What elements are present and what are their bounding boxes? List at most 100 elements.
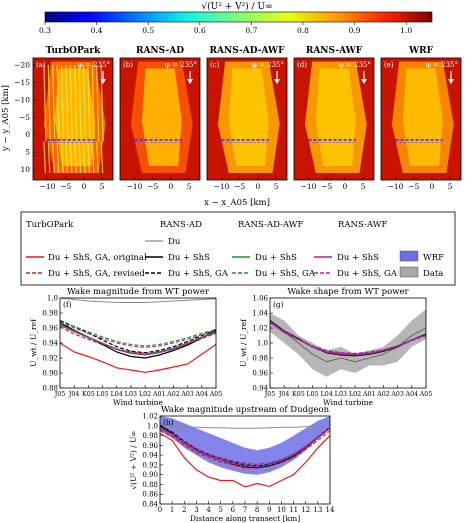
ytick-label: 1.06 [252, 295, 268, 303]
legend-label-ad-shs-ga: Du + ShS, GA [168, 269, 229, 279]
ytick-label: 0.96 [142, 442, 158, 450]
ytick-label: 0.92 [142, 461, 158, 469]
xtick-label: L05 [96, 391, 108, 398]
xtick-label: J05 [54, 391, 66, 398]
legend-header-rans-ad-awf: RANS-AD-AWF [238, 220, 303, 230]
map-ytick-label: −5 [19, 113, 30, 122]
map-xtick-label: −5 [234, 182, 245, 191]
xtick-label: L03 [335, 391, 347, 398]
xtick-label: 7 [243, 506, 247, 514]
turbine-wake-stripe [91, 64, 95, 142]
ytick-label: 0.94 [142, 452, 158, 460]
wake-core [402, 68, 443, 167]
wind-direction-label: φ = 235° [78, 61, 110, 69]
map-panel-2: RANS-AD(b) φ = 235° −10 −5 0 5 [119, 46, 201, 191]
wind-arrow-head [274, 79, 280, 84]
ytick-label: 0.92 [42, 355, 58, 363]
ytick-label: 1.04 [252, 310, 268, 318]
map-panel-title: RANS-AD-AWF [210, 46, 286, 56]
xtick-label: K05 [82, 391, 95, 398]
ytick-label: 1.02 [252, 325, 268, 333]
xtick-label: 2 [182, 506, 186, 514]
legend-label-awf-shs: Du + ShS [337, 253, 379, 263]
map-xtick-label: −10 [388, 182, 404, 191]
series-line-du [159, 425, 331, 429]
wake-maps: y − y_A05 [km] x − x_A05 [km] TurbOPark(… [1, 46, 462, 208]
x-axis-label: Wind turbine [113, 398, 163, 407]
xtick-label: A02 [376, 391, 390, 398]
legend-label-adawf-shs: Du + ShS [255, 253, 297, 263]
legend-swatch-data [399, 266, 419, 278]
legend-frame [20, 211, 456, 286]
colorbar-tick-label: 0.4 [91, 26, 103, 35]
maps-ylabel: y − y_A05 [km] [1, 85, 11, 152]
xtick-label: 0 [158, 506, 162, 514]
series-line-orig [159, 432, 331, 488]
map-panel-title: RANS-AD [136, 46, 184, 56]
series-line-awf-shs-ga [269, 322, 427, 355]
chart-title: Wake magnitude from WT power [67, 287, 210, 297]
wind-direction-label: φ = 235° [252, 61, 284, 69]
xtick-label: 3 [194, 506, 198, 514]
turbine-wake-stripe [87, 141, 91, 174]
map-ytick-label: 5 [25, 148, 30, 157]
turbine-wake-stripe [91, 141, 95, 174]
map-panel-1: TurbOPark(a) φ = 235° −10 −5 0 5 −20 −15 −10 −5 0 5… [14, 46, 114, 191]
wind-direction-label: φ = 235° [339, 61, 371, 69]
map-xtick-label: −10 [301, 182, 317, 191]
map-panel-title: TurbOPark [46, 46, 101, 56]
turbine-wake-stripe [74, 141, 77, 174]
series-line-awf-shs [59, 324, 217, 356]
xtick-label: 5 [218, 506, 222, 514]
legend-header-rans-awf: RANS-AWF [338, 220, 388, 230]
turbine-wake-stripe [65, 64, 69, 142]
colorbar: √(U² + V²) / U∞ 0.3 0.4 0.5 0.6 0.7 0.8 0.9 1.0 [39, 1, 433, 35]
data-band [270, 309, 426, 377]
turbine-wake-stripe [60, 64, 65, 142]
series-line-awf-shs-ga [59, 322, 217, 349]
legend: TurbOPark RANS-AD RANS-AD-AWF RANS-AWF Du Du … [20, 211, 456, 286]
map-panel-tag: (d) [297, 61, 307, 69]
legend-label-data: Data [423, 269, 443, 279]
map-panel-4: RANS-AWF (d) φ = 235° −10 −5 0 5 [293, 46, 375, 191]
ytick-label: 0.94 [252, 385, 268, 393]
chart-title: Wake shape from WT power [287, 287, 409, 297]
colorbar-tick-label: 0.5 [142, 26, 154, 35]
map-xtick-label: −5 [408, 182, 419, 191]
xtick-label: 13 [313, 506, 322, 514]
xtick-label: L03 [125, 391, 137, 398]
xtick-label: L04 [321, 391, 333, 398]
wind-arrow-head [100, 79, 106, 84]
xtick-label: 10 [277, 506, 286, 514]
ytick-label: 0.88 [42, 385, 58, 393]
y-axis-label: U_wt / U_ref [239, 318, 248, 367]
colorbar-label: √(U² + V²) / U∞ [201, 1, 272, 12]
turbine-wake-stripe [82, 141, 86, 174]
legend-label-ad-shs: Du + ShS [168, 253, 210, 263]
xtick-label: L05 [306, 391, 318, 398]
map-xtick-label: 0 [343, 182, 348, 191]
turbine-wake-stripe [52, 64, 56, 142]
map-xtick-label: 0 [82, 182, 87, 191]
series-line-orig [59, 342, 217, 373]
xtick-label: 4 [206, 506, 211, 514]
series-line-ad-shs [269, 320, 427, 357]
legend-header-turbopark: TurbOPark [26, 220, 74, 230]
turbine-wake-stripe [96, 64, 100, 142]
ytick-label: 0.98 [42, 310, 58, 318]
map-xtick-label: 0 [430, 182, 435, 191]
wind-arrow-head [361, 79, 367, 84]
map-xtick-label: −5 [60, 182, 71, 191]
colorbar-tick-label: 0.6 [194, 26, 206, 35]
xtick-label: 8 [255, 506, 259, 514]
x-axis-label: Distance along transect [km] [190, 514, 300, 523]
xtick-label: A02 [166, 391, 180, 398]
series-line-ad-shs-ga [59, 319, 217, 354]
turbine-wake-stripe [43, 64, 47, 142]
map-ytick-label: −10 [14, 95, 30, 104]
xtick-label: 9 [267, 506, 271, 514]
chart-g: Wake shape from WT power(g) 0.94 0.96 0.98 1… [239, 287, 432, 407]
xtick-label: A01 [152, 391, 166, 398]
turbine-wake-stripe [100, 64, 104, 142]
